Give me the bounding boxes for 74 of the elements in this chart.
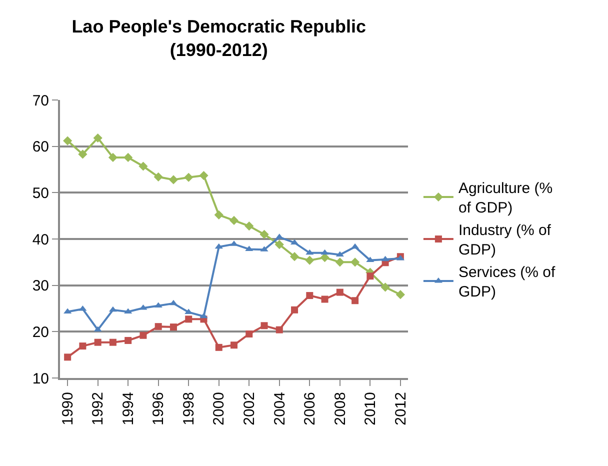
point [274, 240, 284, 250]
point [170, 324, 177, 331]
y-tick-label: 10 [32, 370, 49, 388]
x-tick-label: 2000 [210, 392, 228, 426]
x-tick-label: 2008 [332, 392, 349, 426]
point [260, 230, 269, 239]
point [260, 322, 268, 330]
point [214, 243, 223, 249]
point [306, 292, 314, 300]
x-tick-label: 1994 [120, 392, 137, 426]
point [276, 326, 283, 334]
x-tick-label: 1990 [59, 392, 76, 426]
point [154, 323, 162, 330]
point [320, 249, 329, 255]
point [352, 297, 359, 304]
y-tick-label: 70 [32, 92, 49, 110]
point [381, 256, 390, 262]
point [199, 170, 208, 180]
x-tick-label: 1998 [180, 392, 198, 426]
point [321, 296, 328, 303]
y-tick-label: 60 [32, 138, 49, 156]
point [335, 258, 344, 267]
point [94, 338, 102, 346]
point [366, 272, 374, 280]
point [306, 249, 314, 255]
legend-label: Industry (% of GDP) [458, 222, 552, 259]
x-tick-label: 2004 [271, 392, 288, 426]
point [246, 330, 253, 338]
point [366, 256, 374, 262]
point [63, 136, 72, 146]
point [200, 312, 208, 318]
point [230, 342, 238, 349]
point [396, 290, 405, 300]
point [291, 306, 298, 314]
point [380, 282, 390, 292]
x-tick-label: 2002 [241, 392, 258, 426]
point [108, 306, 117, 312]
y-tick-label: 20 [32, 324, 49, 341]
point [214, 210, 224, 220]
point [138, 162, 148, 171]
point [290, 252, 300, 262]
point [109, 338, 116, 346]
point [140, 332, 147, 339]
point [154, 172, 163, 182]
point [78, 150, 88, 159]
point [94, 326, 102, 332]
y-tick-label: 30 [32, 278, 49, 295]
point [185, 316, 192, 323]
point [93, 133, 102, 143]
legend-label: Services (% of GDP) [458, 264, 556, 301]
point [305, 256, 314, 265]
point [108, 152, 118, 162]
x-tick-label: 1996 [150, 392, 168, 426]
point [229, 216, 239, 226]
chart-title: Lao People's Democratic Republic (1990-2012) [72, 16, 366, 60]
x-tick-label: 2006 [302, 392, 319, 426]
point [184, 172, 194, 182]
point [350, 258, 360, 267]
x-tick-label: 2012 [392, 392, 410, 426]
x-tick-label: 2010 [362, 392, 380, 426]
point [336, 288, 344, 296]
point [78, 305, 87, 311]
point [351, 243, 360, 249]
point [168, 175, 178, 184]
point [79, 342, 86, 350]
point [215, 344, 222, 351]
y-tick-label: 40 [32, 231, 49, 248]
legend-label: Agriculture (% of GDP) [458, 180, 553, 217]
point [124, 152, 133, 162]
y-tick-label: 50 [32, 184, 49, 202]
point [244, 221, 254, 231]
x-tick-label: 1992 [90, 392, 107, 426]
point [64, 354, 72, 361]
point [124, 336, 132, 344]
